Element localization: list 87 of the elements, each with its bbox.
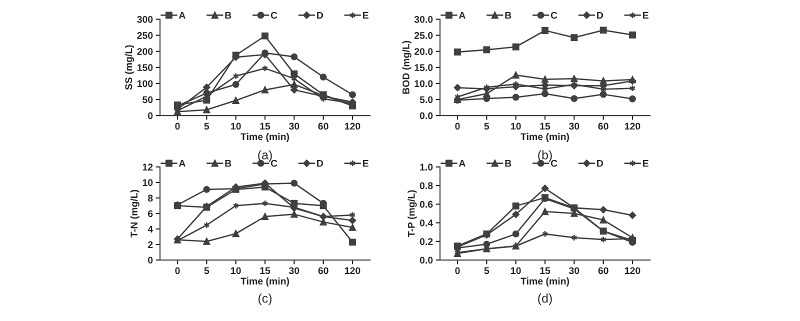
y-tick-label: 30.0: [414, 16, 433, 23]
y-tick-label: 200: [137, 48, 153, 55]
legend-label: B: [505, 12, 512, 19]
y-tick-label: 0.6: [420, 200, 433, 208]
x-tick-label: 10: [231, 267, 241, 274]
legend-label: D: [597, 160, 604, 167]
legend-label: C: [270, 160, 278, 167]
y-axis-title: T-N (mg/L): [130, 190, 140, 238]
x-tick-label: 120: [625, 122, 640, 130]
x-tick-label: 10: [231, 122, 241, 130]
y-tick-label: 10: [142, 179, 153, 186]
x-tick-label: 60: [318, 122, 328, 130]
legend-label: B: [225, 12, 232, 19]
y-tick-label: 300: [137, 16, 153, 23]
x-tick-label: 5: [204, 267, 210, 274]
x-tick-label: 30: [568, 122, 580, 130]
y-tick-label: 15.0: [414, 64, 433, 72]
y-tick-label: 12: [142, 164, 153, 170]
legend-label: E: [362, 160, 368, 167]
x-tick-label: 15: [540, 267, 550, 274]
legend-label: B: [225, 160, 232, 167]
x-tick-label: 0: [455, 267, 460, 274]
y-tick-label: 0.4: [420, 220, 434, 226]
text: (d): [538, 294, 552, 306]
legend-label: A: [458, 160, 466, 167]
legend-label: E: [642, 160, 648, 167]
legend-label: A: [458, 12, 466, 19]
x-axis-title: Time (min): [240, 277, 290, 286]
y-tick-label: 5.0: [420, 96, 433, 104]
text: (c): [258, 294, 272, 306]
x-tick-label: 15: [540, 122, 550, 130]
y-tick-label: 0.8: [420, 182, 433, 190]
x-tick-label: 10: [511, 267, 521, 274]
x-tick-label: 5: [484, 122, 490, 130]
x-tick-label: 15: [260, 122, 270, 130]
x-tick-label: 0: [455, 122, 460, 130]
y-axis-title: T-P (mg/L): [408, 190, 417, 238]
y-tick-label: 150: [137, 64, 153, 72]
y-tick-label: 4: [148, 226, 154, 233]
x-tick-label: 120: [625, 267, 640, 274]
x-tick-label: 120: [345, 122, 360, 130]
legend-label: A: [178, 12, 186, 19]
y-tick-label: 1.0: [420, 164, 433, 171]
y-tick-label: 20.0: [414, 48, 433, 55]
y-tick-label: 0: [148, 112, 153, 120]
x-tick-label: 30: [288, 267, 300, 274]
y-tick-label: 250: [137, 32, 153, 39]
y-tick-label: 100: [137, 80, 153, 88]
legend-label: E: [362, 12, 368, 19]
text: (b): [538, 150, 552, 162]
legend-label: B: [505, 160, 512, 167]
x-tick-label: 15: [260, 267, 270, 274]
x-axis-title: Time (min): [240, 132, 290, 142]
x-tick-label: 10: [511, 122, 521, 130]
y-axis-title: SS (mg/L): [124, 45, 134, 90]
x-tick-label: 120: [345, 267, 360, 274]
x-tick-label: 60: [598, 122, 608, 130]
y-tick-label: 10.0: [414, 80, 433, 88]
y-tick-label: 0: [148, 256, 153, 264]
legend-label: D: [317, 12, 324, 19]
x-tick-label: 0: [175, 267, 180, 274]
text: (a): [258, 150, 272, 162]
y-tick-label: 6: [148, 210, 153, 218]
y-tick-label: 0.0: [420, 112, 433, 120]
x-axis-title: Time (min): [520, 277, 570, 286]
legend-label: D: [317, 160, 324, 167]
legend-label: C: [550, 12, 558, 19]
x-tick-label: 5: [484, 267, 490, 274]
x-tick-label: 5: [204, 122, 210, 130]
legend-label: C: [550, 160, 558, 167]
y-tick-label: 25.0: [414, 32, 433, 39]
y-tick-label: 2: [148, 241, 153, 248]
x-tick-label: 0: [175, 122, 180, 130]
y-tick-label: 0.0: [420, 256, 433, 264]
y-axis-title: BOD (mg/L): [402, 40, 412, 94]
x-axis-title: Time (min): [520, 132, 570, 142]
x-tick-label: 60: [598, 267, 608, 274]
x-tick-label: 30: [568, 267, 580, 274]
y-tick-label: 50: [142, 96, 153, 104]
legend-label: D: [597, 12, 604, 19]
legend-label: C: [270, 12, 278, 19]
y-tick-label: 0.2: [420, 238, 433, 246]
legend-label: A: [178, 160, 186, 167]
x-tick-label: 60: [318, 267, 328, 274]
y-tick-label: 8: [148, 194, 153, 202]
x-tick-label: 30: [288, 122, 300, 130]
legend-label: E: [642, 12, 648, 19]
